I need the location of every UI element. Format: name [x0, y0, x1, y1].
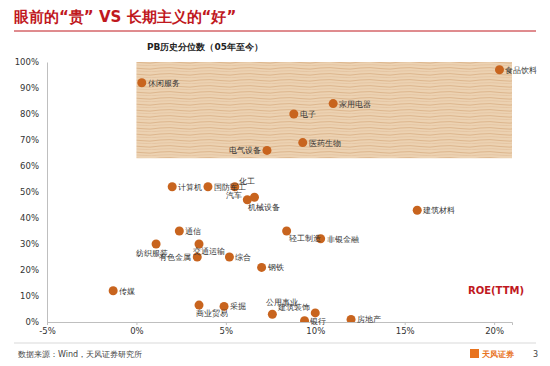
y-tick: 60%	[20, 161, 47, 171]
y-tick: 80%	[20, 109, 47, 119]
point-label: 化工	[239, 177, 255, 186]
x-tick: -5%	[39, 322, 56, 336]
point-label: 食品饮料	[505, 66, 537, 75]
title: 眼前的“贵” VS 长期主义的“好”	[14, 8, 236, 26]
y-tick-label: 60%	[20, 161, 39, 171]
y-tick: 40%	[20, 213, 47, 223]
y-tick: 50%	[20, 187, 47, 197]
point-label: 采掘	[230, 302, 246, 311]
y-tick: 30%	[20, 239, 47, 249]
x-tick-label: 15%	[396, 326, 415, 336]
point-label: 轻工制造	[289, 234, 321, 243]
point	[152, 240, 161, 249]
x-tick-label: 5%	[220, 326, 234, 336]
point-label: 商业贸易	[196, 309, 228, 318]
y-tick: 90%	[20, 83, 47, 93]
point-label: 钢铁	[267, 263, 284, 272]
x-tick-mark	[136, 322, 137, 325]
point-label: 通信	[185, 227, 201, 236]
point	[203, 182, 212, 191]
point	[137, 78, 146, 87]
plot	[109, 62, 512, 322]
point-label: 传媒	[119, 287, 135, 296]
y-tick-label: 30%	[20, 239, 39, 249]
point	[250, 193, 259, 202]
x-axis-title: ROE(TTM)	[468, 285, 524, 296]
point-label: 机械设备	[248, 203, 280, 212]
point	[413, 206, 422, 215]
x-tick-label: 20%	[485, 326, 504, 336]
point	[289, 110, 298, 119]
point-label: 家用电器	[339, 100, 371, 109]
y-tick: 20%	[20, 265, 47, 275]
logo-text: 天风证券	[481, 350, 515, 359]
y-tick-label: 70%	[20, 135, 39, 145]
point-label: 房地产	[357, 315, 381, 324]
y-tick: 70%	[20, 135, 47, 145]
y-tick-label: 20%	[20, 265, 39, 275]
point-label: 计算机	[178, 183, 202, 192]
footer-rule	[14, 343, 536, 344]
y-axis: 0% 10% 20% 30% 40% 50% 60% 70% 80% 90% 100%	[15, 57, 48, 327]
point	[262, 146, 271, 155]
point	[268, 310, 277, 319]
point-label: 汽车	[226, 191, 242, 200]
point	[347, 315, 356, 322]
point-label: 医药生物	[309, 139, 341, 148]
point-label: 电气设备	[229, 146, 261, 155]
y-tick: 0%	[26, 317, 48, 327]
point-label: 银行	[309, 317, 326, 326]
chart: 眼前的“贵” VS 长期主义的“好”-5%0%5%10%15%20%0%10%2…	[0, 0, 550, 366]
x-tick: 5%	[220, 322, 234, 336]
x-tick-mark	[226, 322, 227, 325]
point	[175, 227, 184, 236]
y-tick-label: 40%	[20, 213, 39, 223]
point-label: 有色金属	[159, 253, 191, 262]
point	[300, 316, 309, 322]
source: 数据来源：Wind，天风证券研究所	[18, 350, 142, 359]
x-tick-label: 0%	[130, 326, 144, 336]
x-axis-line	[48, 323, 513, 326]
point-label: 非银金融	[327, 235, 359, 244]
x-tick: 0%	[130, 322, 144, 336]
y-axis-title: PB历史分位数（05年至今）	[147, 42, 263, 52]
y-tick-label: 100%	[15, 57, 39, 67]
x-tick-label: 10%	[306, 326, 325, 336]
point-labels: 食品饮料休闲服务家用电器电子医药生物电气设备计算机国防军工化工汽车机械设备建筑材…	[119, 66, 537, 326]
y-tick: 10%	[20, 291, 47, 301]
y-tick-label: 50%	[20, 187, 39, 197]
point	[257, 263, 266, 272]
point-label: 休闲服务	[148, 79, 180, 88]
y-tick-label: 0%	[26, 317, 40, 327]
point-label: 综合	[235, 253, 251, 262]
y-tick-label: 10%	[20, 291, 39, 301]
point	[225, 253, 234, 262]
y-tick: 100%	[15, 57, 47, 67]
point	[168, 182, 177, 191]
y-axis-line	[47, 63, 48, 323]
highlight-band	[136, 62, 512, 158]
x-tick-mark	[494, 322, 495, 325]
point-label: 建筑材料	[422, 206, 455, 215]
page-number: 3	[533, 350, 538, 359]
x-tick-label: -5%	[39, 326, 56, 336]
point-label: 交通运输	[193, 247, 225, 256]
point	[495, 65, 504, 74]
x-axis: -5% 0% 5% 10% 15% 20%	[39, 322, 512, 336]
point-label: 电子	[300, 110, 316, 119]
point	[329, 99, 338, 108]
x-tick: 20%	[485, 322, 504, 336]
logo-icon	[470, 349, 479, 358]
title-rule	[14, 31, 536, 32]
x-tick: 15%	[396, 322, 415, 336]
y-tick-label: 80%	[20, 109, 39, 119]
y-tick-label: 90%	[20, 83, 39, 93]
point-label: 建筑装饰	[277, 303, 310, 312]
point	[109, 286, 118, 295]
point	[298, 138, 307, 147]
x-tick-mark	[405, 322, 406, 325]
